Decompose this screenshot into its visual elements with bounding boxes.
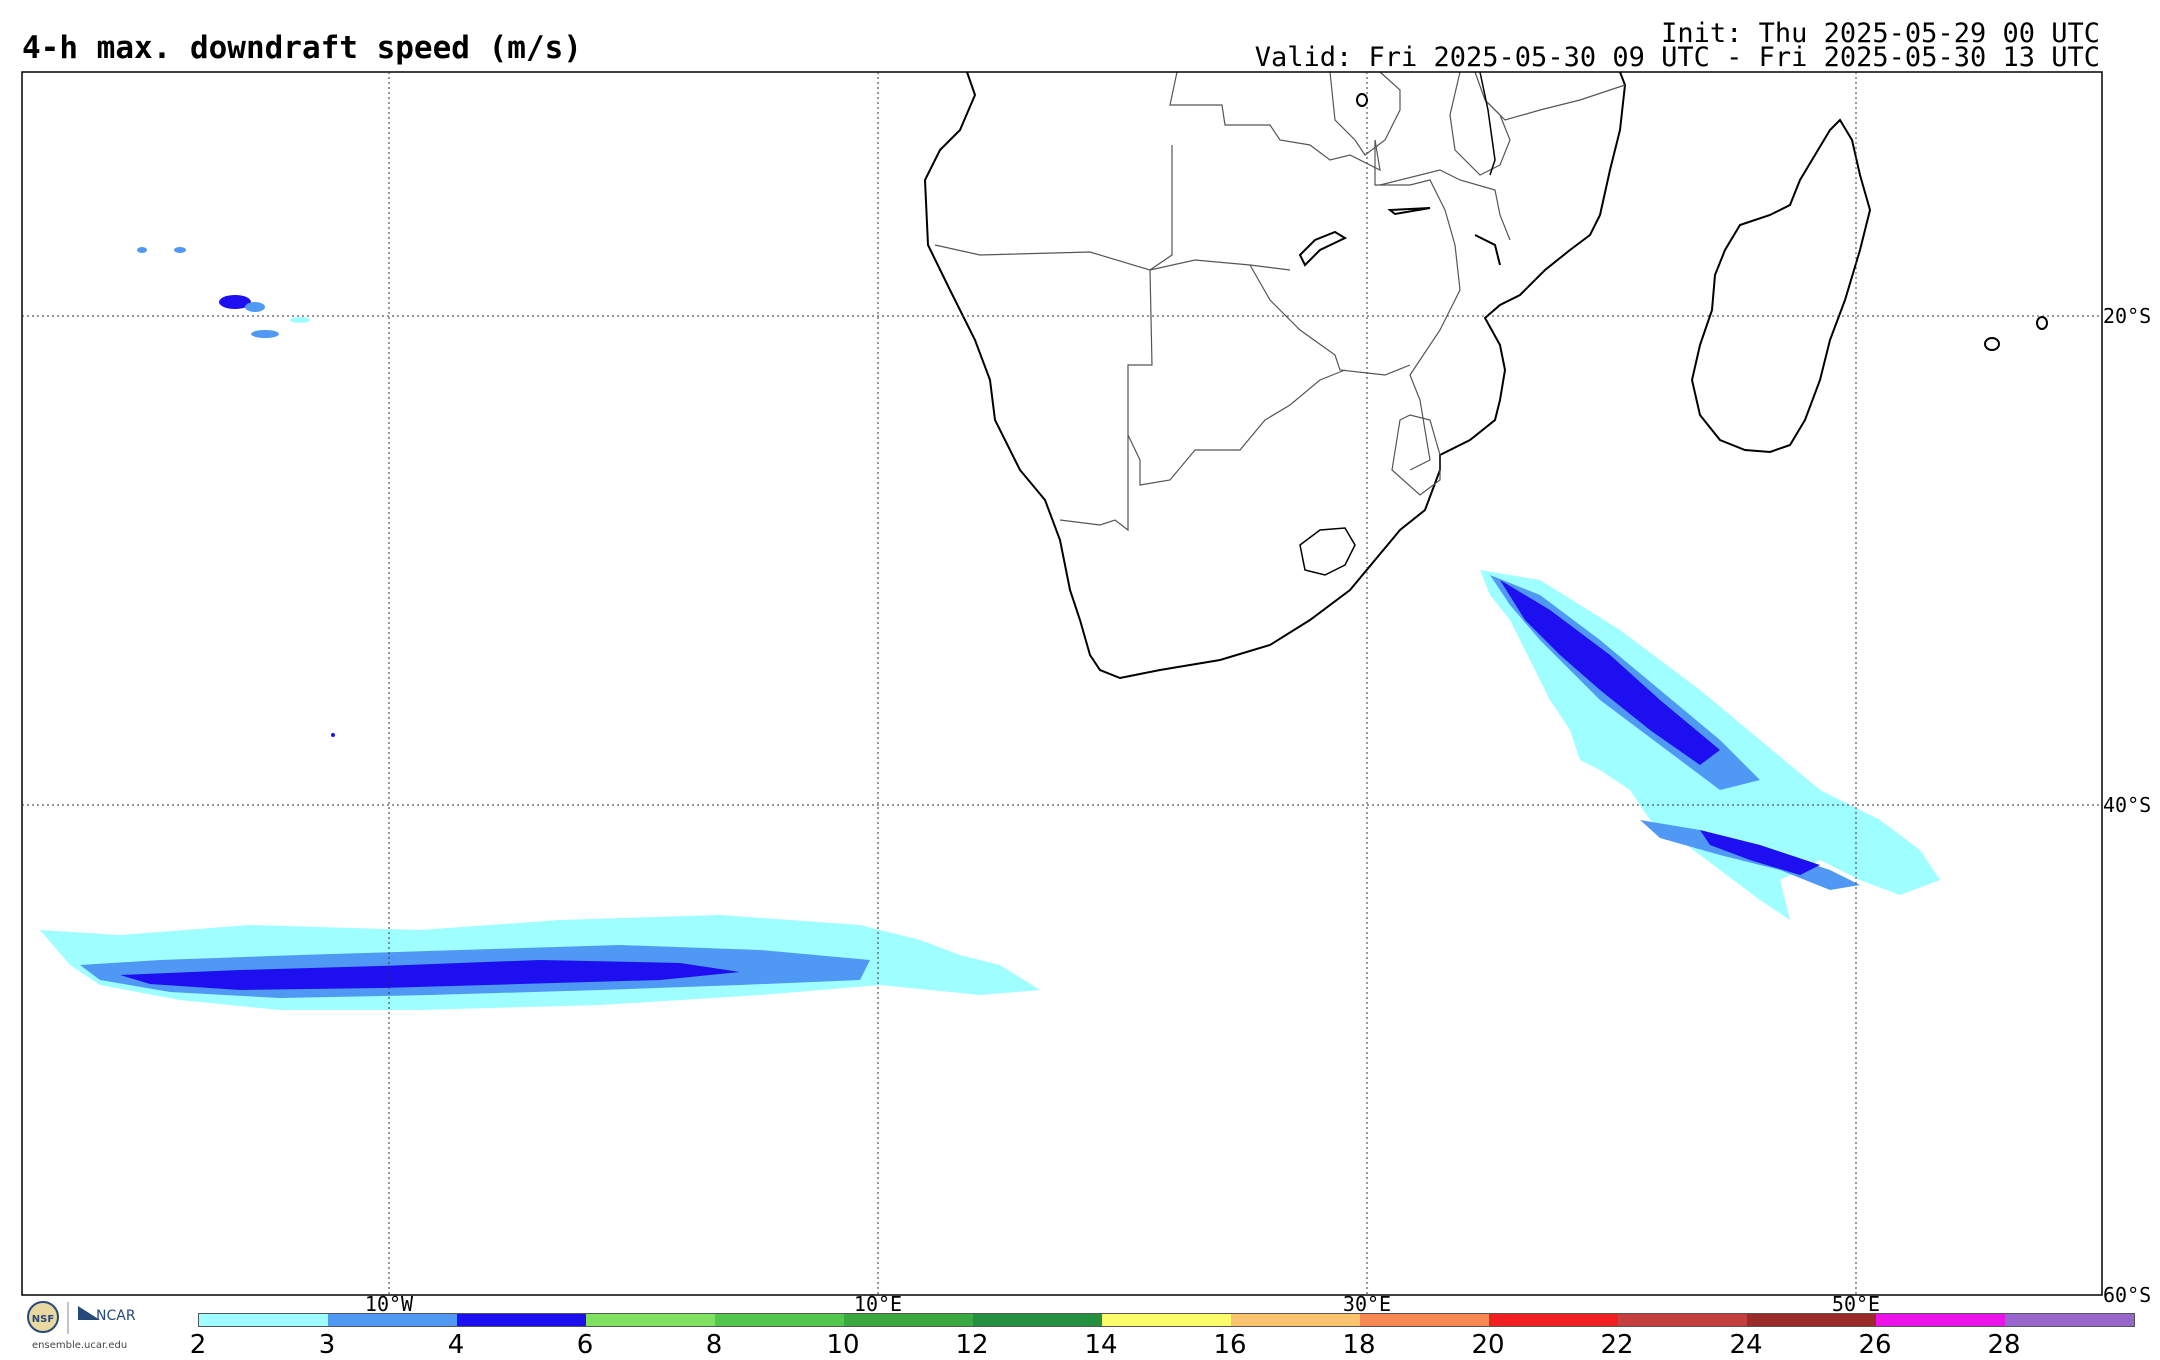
colorbar-swatch <box>1231 1314 1360 1326</box>
ncar-logo-text: NCAR <box>96 1308 136 1324</box>
colorbar-swatch <box>973 1314 1102 1326</box>
colorbar-tick-label: 28 <box>1987 1330 2021 1360</box>
colorbar-tick-label: 6 <box>576 1330 594 1360</box>
colorbar-tick-label: 26 <box>1858 1330 1892 1360</box>
lon-label-50e: 50°E <box>1831 1292 1881 1316</box>
init-time: Init: Thu 2025-05-29 00 UTC <box>1661 18 2100 49</box>
valid-time: Valid: Fri 2025-05-30 09 UTC - Fri 2025-… <box>1254 42 2100 73</box>
lon-label-10e: 10°E <box>853 1292 903 1316</box>
colorbar-swatch <box>2005 1314 2134 1326</box>
country-borders <box>934 71 1626 532</box>
downdraft-band-indian-ocean <box>1480 570 1940 920</box>
colorbar-tick-label: 12 <box>955 1330 989 1360</box>
africa-coastline <box>923 71 1627 680</box>
map-frame <box>21 71 2103 1296</box>
logo-url: ensemble.ucar.edu <box>32 1340 128 1351</box>
ncar-logo: NSF NCAR <box>26 1300 156 1340</box>
colorbar-swatch <box>1102 1314 1231 1326</box>
colorbar-swatch <box>844 1314 973 1326</box>
colorbar-swatch <box>1360 1314 1489 1326</box>
colorbar-tick-label: 20 <box>1471 1330 1505 1360</box>
colorbar-tick-label: 24 <box>1729 1330 1763 1360</box>
colorbar-swatch <box>1618 1314 1747 1326</box>
colorbar-tick-label: 8 <box>705 1330 723 1360</box>
graticule <box>22 72 2102 1295</box>
downdraft-cells-northwest <box>137 247 335 737</box>
colorbar-swatch <box>1489 1314 1618 1326</box>
lon-label-10w: 10°W <box>364 1292 414 1316</box>
nsf-logo-text: NSF <box>32 1314 54 1325</box>
colorbar-tick-label: 3 <box>318 1330 336 1360</box>
lesotho-border <box>1299 527 1356 576</box>
colorbar-swatch <box>199 1314 328 1326</box>
colorbar-swatch <box>1747 1314 1876 1326</box>
colorbar-tick-label: 4 <box>447 1330 465 1360</box>
downdraft-band-atlantic <box>40 915 1040 1010</box>
colorbar-tick-label: 14 <box>1084 1330 1118 1360</box>
colorbar-swatch <box>715 1314 844 1326</box>
lat-label-40s: 40°S <box>2103 793 2152 817</box>
colorbar-tick-label: 16 <box>1213 1330 1247 1360</box>
colorbar-tick-label: 10 <box>826 1330 860 1360</box>
colorbar-swatch <box>457 1314 586 1326</box>
colorbar-swatch <box>328 1314 457 1326</box>
lat-label-20s: 20°S <box>2103 304 2152 328</box>
colorbar-tick-label: 2 <box>189 1330 207 1360</box>
madagascar-coastline <box>1690 118 1872 454</box>
colorbar-tick-label: 22 <box>1600 1330 1634 1360</box>
colorbar-swatch <box>1876 1314 2005 1326</box>
lat-label-60s: 60°S <box>2103 1283 2152 1307</box>
lon-label-30e: 30°E <box>1342 1292 1392 1316</box>
map-title: 4-h max. downdraft speed (m/s) <box>22 30 582 66</box>
colorbar-swatch <box>586 1314 715 1326</box>
colorbar-tick-label: 18 <box>1342 1330 1376 1360</box>
colorbar <box>198 1313 2135 1327</box>
